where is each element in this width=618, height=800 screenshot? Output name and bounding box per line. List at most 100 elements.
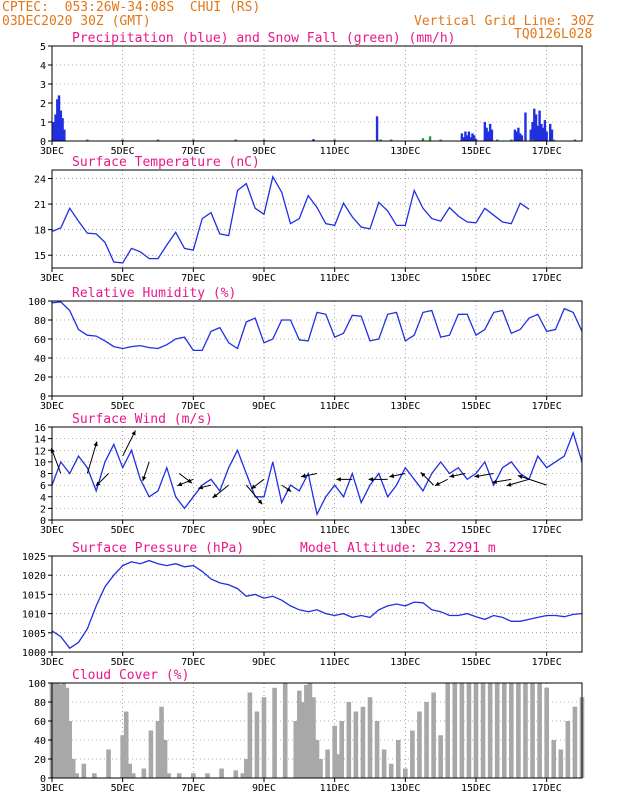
panel-frame	[51, 682, 583, 779]
y-tick-label: 8	[40, 470, 46, 481]
precip-bar	[529, 129, 532, 141]
cloud-bar	[353, 711, 359, 778]
cloud-bar	[424, 702, 429, 778]
y-tick-label: 1000	[22, 648, 46, 659]
precip-bar	[524, 112, 527, 141]
wind-arrowhead	[420, 472, 426, 478]
x-tick-label: 11DEC	[320, 525, 350, 536]
y-tick-label: 6	[40, 481, 46, 492]
precip-bar	[375, 116, 379, 141]
cloud-bar	[438, 735, 443, 778]
grid-note: Vertical Grid Line: 30Z	[414, 14, 595, 29]
x-tick-label: 7DEC	[181, 401, 205, 412]
header-line2: 03DEC2020 30Z (GMT)	[2, 14, 151, 29]
cloud-bar	[55, 683, 61, 778]
x-tick-label: 9DEC	[252, 401, 276, 412]
panel-frame	[51, 555, 583, 653]
wind-arrowhead	[449, 473, 455, 478]
header-line1: CPTEC: 053:26W-34:08S CHUI (RS)	[2, 0, 261, 15]
cloud-bar	[141, 768, 147, 778]
snow-bar	[333, 139, 336, 141]
x-tick-label: 9DEC	[252, 783, 276, 794]
precip-bar	[513, 129, 517, 141]
precip-bar	[483, 122, 487, 141]
precip-bar	[485, 127, 488, 141]
wind-arrowhead	[177, 482, 183, 487]
y-tick-label: 10	[34, 458, 46, 469]
y-tick-label: 12	[34, 446, 46, 457]
snow-bar	[192, 139, 195, 141]
precip-bar	[56, 99, 59, 141]
precip-bar	[63, 129, 66, 141]
precip-bar	[52, 122, 55, 141]
x-tick-label: 13DEC	[390, 657, 420, 668]
x-tick-label: 17DEC	[532, 273, 562, 284]
cloud-bar	[58, 684, 64, 778]
x-tick-label: 17DEC	[532, 783, 562, 794]
series-line	[51, 301, 583, 352]
cloud-bar	[304, 684, 309, 778]
cloud-bar	[297, 690, 302, 778]
precip-bar	[550, 129, 554, 141]
y-tick-label: 5	[40, 42, 46, 53]
cloud-bar	[61, 683, 66, 778]
cloud-bar	[431, 692, 436, 778]
precip-bar	[462, 137, 465, 141]
y-tick-label: 60	[34, 717, 46, 728]
y-tick-label: 4	[40, 493, 46, 504]
cloud-bar	[176, 773, 182, 778]
y-tick-label: 18	[34, 226, 46, 237]
x-tick-label: 11DEC	[320, 783, 350, 794]
cloud-bar	[395, 740, 401, 778]
cloud-bar	[501, 683, 507, 778]
cloud-bar	[233, 770, 239, 778]
cloud-bar	[318, 759, 323, 778]
wind-arrowhead	[131, 430, 136, 436]
x-tick-label: 9DEC	[252, 525, 276, 536]
precip-bar	[57, 95, 61, 141]
cloud-bar	[516, 683, 521, 778]
cloud-bar	[537, 683, 542, 778]
x-tick-label: 5DEC	[111, 783, 135, 794]
cloud-bar	[388, 763, 394, 778]
panel-title: Relative Humidity (%)	[72, 286, 236, 301]
wind-arrow	[122, 430, 136, 457]
x-tick-label: 9DEC	[252, 146, 276, 157]
x-tick-label: 11DEC	[320, 401, 350, 412]
wind-arrowhead	[474, 473, 480, 479]
x-tick-label: 7DEC	[181, 783, 205, 794]
precip-bar	[465, 135, 469, 141]
cloud-bar	[445, 683, 451, 778]
y-tick-label: 4	[40, 61, 46, 72]
x-tick-label: 9DEC	[252, 273, 276, 284]
x-tick-label: 13DEC	[390, 783, 420, 794]
series-line	[51, 175, 530, 264]
cloud-bar	[403, 768, 408, 778]
cloud-bar	[530, 683, 535, 778]
x-tick-label: 3DEC	[40, 146, 64, 157]
cloud-bar	[70, 759, 76, 778]
cloud-bar	[410, 730, 415, 778]
precip-bar	[59, 110, 63, 141]
wind-arrowhead	[492, 479, 497, 484]
x-tick-label: 13DEC	[390, 525, 420, 536]
y-tick-label: 1015	[22, 590, 46, 601]
wind-arrowhead	[257, 499, 263, 505]
cloud-bar	[240, 773, 246, 778]
x-tick-label: 15DEC	[461, 525, 491, 536]
x-tick-label: 15DEC	[461, 401, 491, 412]
x-tick-label: 15DEC	[461, 146, 491, 157]
x-tick-label: 7DEC	[181, 525, 205, 536]
x-tick-label: 3DEC	[40, 273, 64, 284]
snow-bar	[86, 139, 89, 141]
x-tick-label: 5DEC	[111, 525, 135, 536]
y-tick-label: 100	[28, 679, 46, 690]
precip-bar	[487, 131, 490, 141]
cloud-bar	[509, 683, 514, 778]
y-tick-label: 1025	[22, 552, 46, 563]
wind-arrowhead	[434, 481, 440, 486]
y-tick-label: 24	[34, 175, 46, 186]
cloud-bar	[466, 683, 472, 778]
x-tick-label: 15DEC	[461, 273, 491, 284]
x-tick-label: 17DEC	[532, 657, 562, 668]
